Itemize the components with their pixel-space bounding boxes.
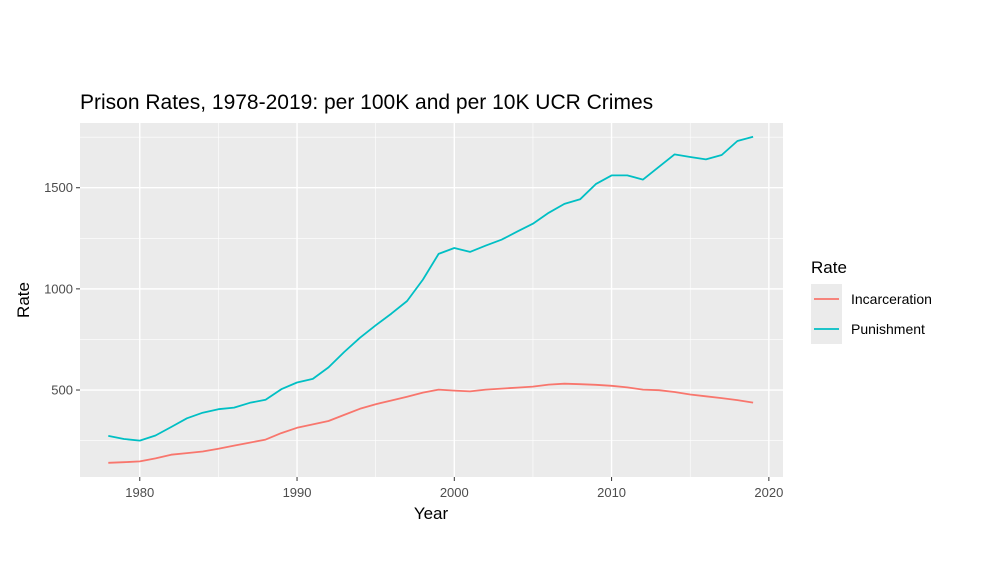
y-tick-label: 1500 [44, 180, 73, 195]
legend: Rate Incarceration Punishment [811, 258, 932, 344]
series-lines [108, 135, 754, 464]
x-tick-label: 2020 [754, 485, 783, 500]
minor-gridlines [80, 123, 783, 477]
x-tick-label: 2010 [597, 485, 626, 500]
series-line-punishment [108, 135, 754, 442]
chart-title: Prison Rates, 1978-2019: per 100K and pe… [80, 91, 653, 114]
x-tick-label: 2000 [440, 485, 469, 500]
x-tick-label: 1980 [125, 485, 154, 500]
y-axis-title: Rate [14, 282, 33, 318]
x-tick-label: 1990 [283, 485, 312, 500]
y-tick-label: 500 [51, 383, 73, 398]
legend-label: Punishment [851, 321, 925, 337]
legend-item-punishment: Punishment [811, 314, 925, 344]
legend-title: Rate [811, 258, 847, 277]
x-axis-title: Year [414, 504, 449, 523]
legend-label: Incarceration [851, 291, 932, 307]
plot-panel [80, 123, 783, 477]
legend-item-incarceration: Incarceration [811, 284, 932, 314]
major-gridlines [80, 123, 783, 477]
series-line-incarceration [108, 382, 754, 464]
y-tick-label: 1000 [44, 281, 73, 296]
x-axis: 1980 1990 2000 2010 2020 [125, 477, 783, 500]
y-axis: 500 1000 1500 [44, 180, 80, 398]
